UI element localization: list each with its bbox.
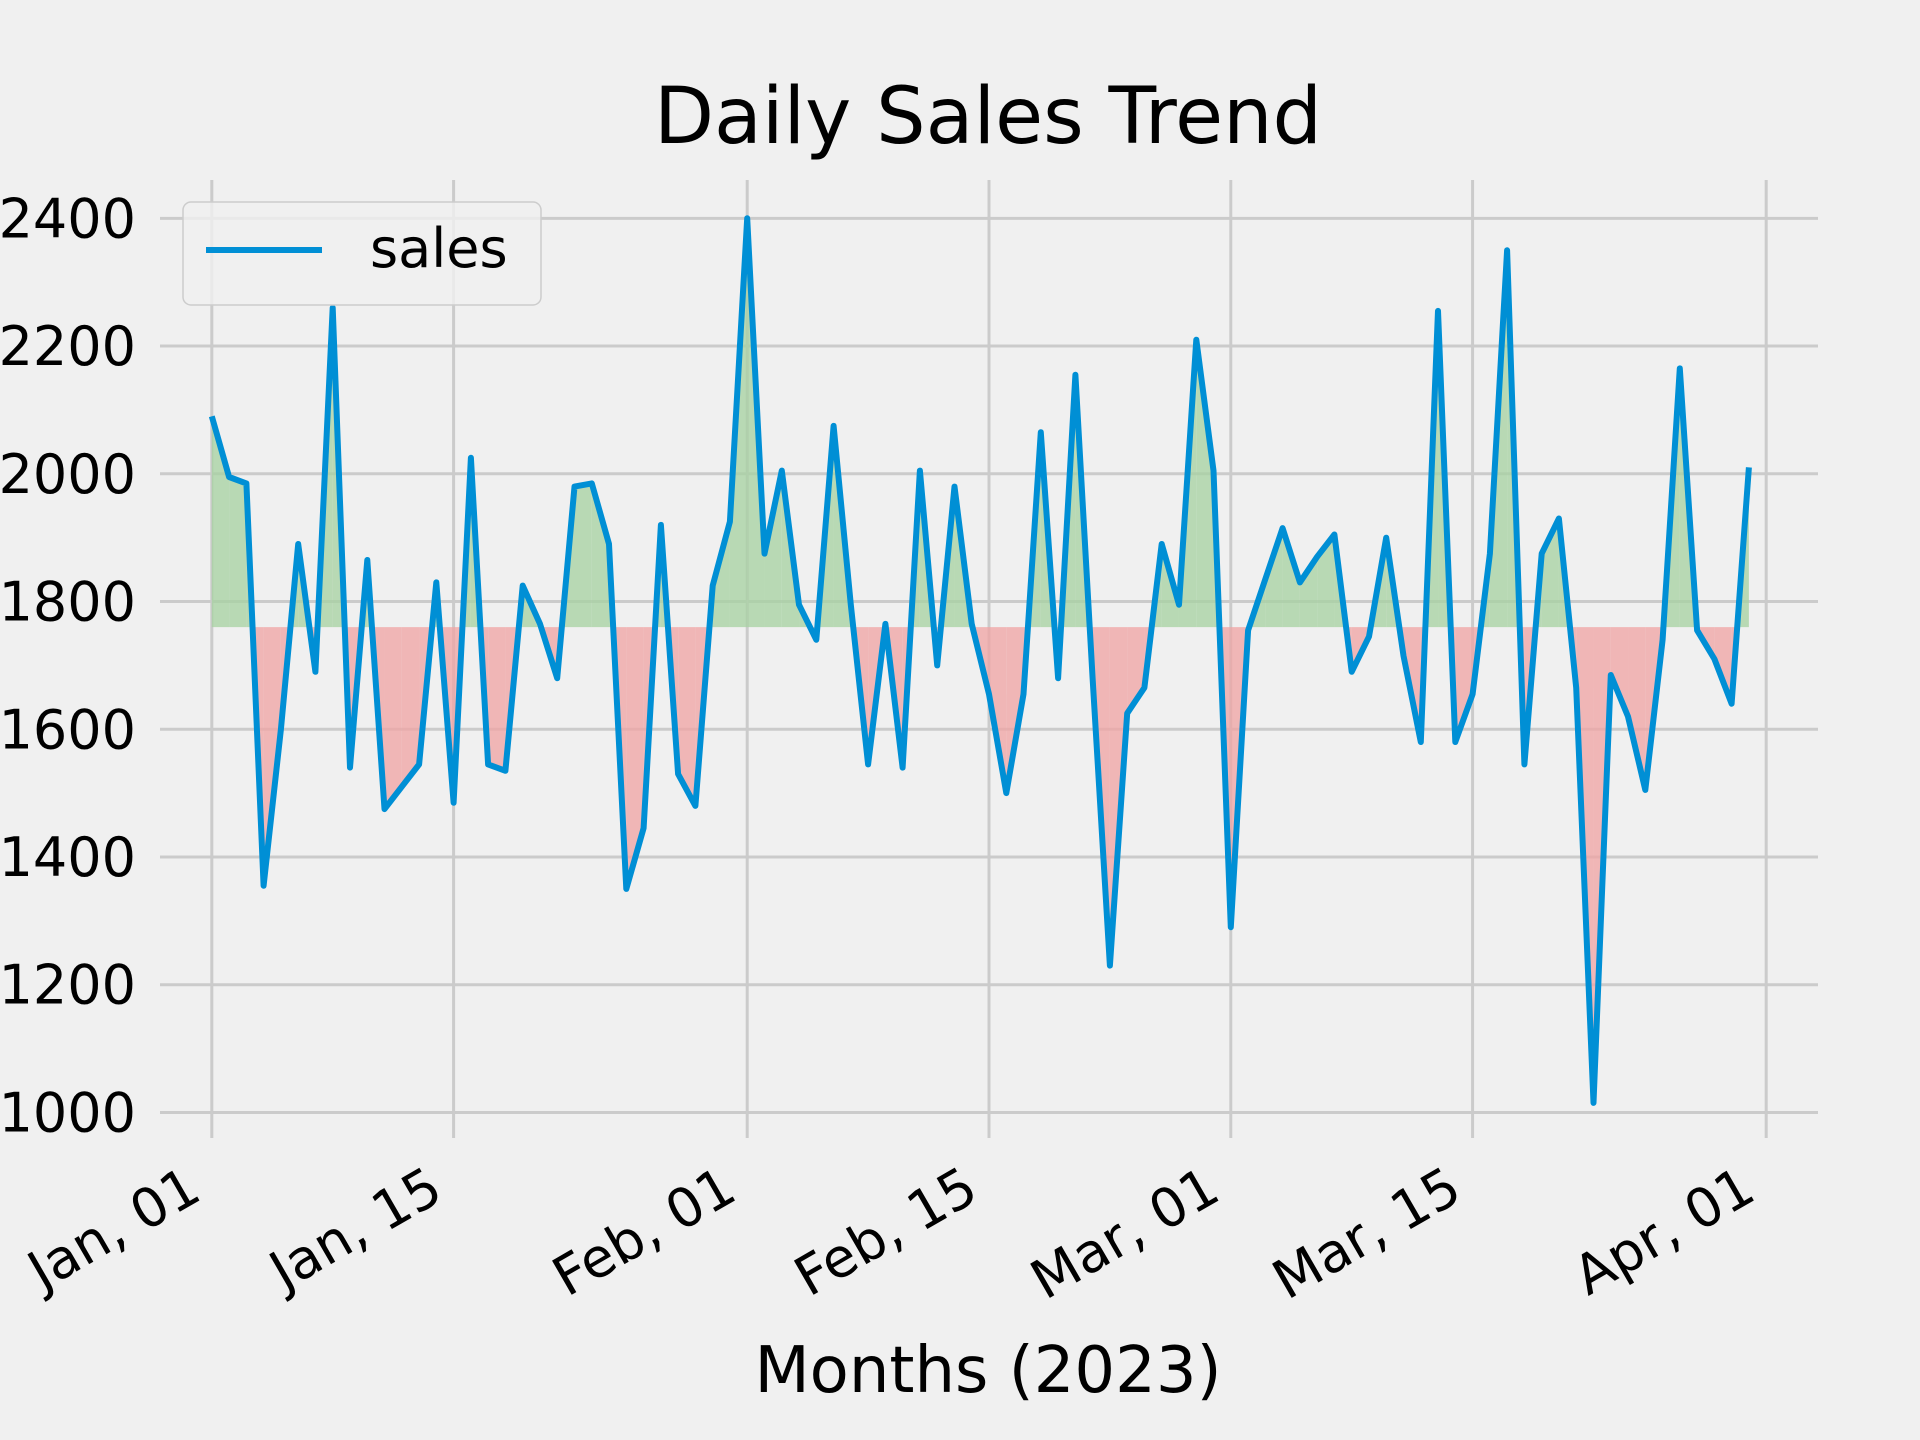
fill-below-baseline bbox=[1455, 627, 1473, 743]
series-line-sales bbox=[208, 215, 1752, 1106]
y-tick-label: 1600 bbox=[0, 698, 136, 761]
y-tick-labels: 1000 1200 1400 1600 1800 2000 2200 2400 bbox=[0, 187, 136, 1144]
fill-below-baseline bbox=[488, 627, 506, 771]
fill-above-baseline bbox=[764, 470, 782, 628]
chart-title: Daily Sales Trend bbox=[654, 72, 1322, 162]
y-tick-label: 1800 bbox=[0, 571, 136, 634]
fill-below-baseline bbox=[678, 627, 696, 806]
x-axis-label: Months (2023) bbox=[754, 1334, 1221, 1408]
y-tick-label: 2000 bbox=[0, 443, 136, 506]
fill-above-baseline bbox=[574, 483, 592, 628]
fill-below-baseline bbox=[401, 627, 420, 787]
fill-above-baseline bbox=[1196, 339, 1214, 628]
y-tick-label: 1400 bbox=[0, 826, 136, 889]
legend-label-sales: sales bbox=[370, 217, 508, 280]
fill-below-baseline bbox=[626, 627, 644, 889]
legend: sales bbox=[182, 201, 542, 306]
fill-above-baseline bbox=[591, 483, 610, 628]
fill-above-baseline bbox=[1299, 556, 1318, 628]
fill-above-baseline bbox=[1282, 528, 1300, 628]
fill-below-baseline bbox=[384, 627, 402, 810]
fill-below-baseline bbox=[1628, 627, 1646, 790]
legend-box bbox=[182, 201, 542, 306]
fill-above-baseline bbox=[229, 476, 247, 628]
y-tick-label: 1000 bbox=[0, 1081, 136, 1144]
fill-below-baseline bbox=[1610, 627, 1629, 717]
y-tick-label: 2400 bbox=[0, 187, 136, 250]
y-tick-label: 2200 bbox=[0, 315, 136, 378]
fill-above-baseline bbox=[1317, 534, 1335, 628]
fill-above-baseline bbox=[1265, 528, 1283, 628]
y-tick-label: 1200 bbox=[0, 954, 136, 1017]
